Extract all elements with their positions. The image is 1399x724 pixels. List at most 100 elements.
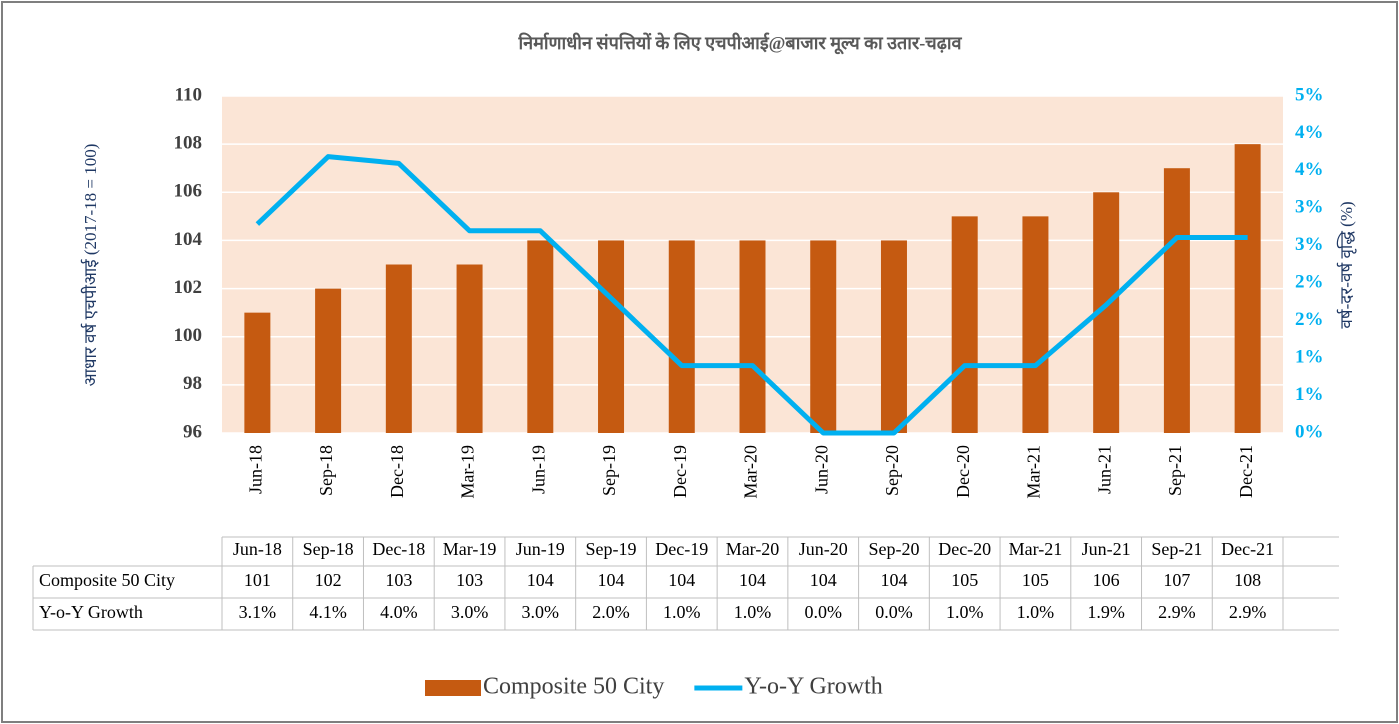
y-axis-title: आधार वर्ष एचपीआई (2017-18 = 100) [80,144,100,387]
table-header: Jun-19 [516,539,565,559]
bar [598,240,625,433]
bar [880,240,907,433]
table-cell: 105 [1022,570,1049,590]
y-tick-label: 96 [183,421,202,442]
table-header: Mar-20 [726,539,780,559]
table-header: Jun-21 [1082,539,1131,559]
table-row-label: Y-o-Y Growth [39,602,143,622]
x-tick-label: Mar-20 [741,445,761,499]
table-cell: 107 [1163,570,1190,590]
table-header: Dec-21 [1221,539,1274,559]
table-cell: 104 [739,570,766,590]
table-cell: 104 [880,570,907,590]
table-cell: 3.0% [522,602,560,622]
table-header: Jun-18 [233,539,282,559]
table-row-label: Composite 50 City [39,570,175,590]
y2-tick-label: 4% [1295,122,1324,143]
y2-tick-label: 2% [1295,272,1324,293]
y-tick-label: 100 [174,325,203,346]
y-tick-label: 102 [174,277,203,298]
bar [951,216,978,433]
table-cell: 2.9% [1158,602,1196,622]
table-cell: 0.0% [804,602,842,622]
x-tick-label: Jun-21 [1094,445,1114,494]
bar [1163,168,1190,433]
table-header: Dec-20 [938,539,991,559]
table-cell: 1.9% [1087,602,1125,622]
x-tick-label: Jun-18 [245,445,265,494]
x-tick-label: Mar-21 [1024,445,1044,499]
legend-swatch [425,680,481,696]
x-tick-label: Dec-21 [1236,445,1256,498]
bar [385,264,412,433]
bar [668,240,695,433]
x-tick-label: Sep-19 [599,445,619,496]
table-cell: 1.0% [1017,602,1055,622]
table-header: Sep-20 [868,539,919,559]
table-header: Mar-21 [1009,539,1063,559]
table-cell: 104 [668,570,695,590]
y2-tick-label: 1% [1295,384,1324,405]
table-header: Dec-18 [372,539,425,559]
table-cell: 4.0% [380,602,418,622]
legend-label: Composite 50 City [483,674,664,700]
bar [315,288,342,433]
y-tick-label: 98 [183,373,202,394]
bar [456,264,483,433]
bar [1022,216,1049,433]
table-cell: 104 [810,570,837,590]
table-header: Dec-19 [655,539,708,559]
bar [244,312,271,433]
table-cell: 104 [598,570,625,590]
y2-tick-label: 2% [1295,309,1324,330]
table-cell: 1.0% [946,602,984,622]
y-tick-label: 106 [174,181,203,202]
legend-label: Y-o-Y Growth [744,674,882,700]
table-header: Sep-21 [1151,539,1202,559]
x-tick-label: Jun-20 [811,445,831,494]
bar [810,240,837,433]
chart-title: निर्माणाधीन संपत्तियों के लिए एचपीआई@बाज… [517,32,962,55]
x-tick-label: Dec-18 [387,445,407,498]
x-tick-label: Sep-21 [1165,445,1185,496]
table-cell: 4.1% [309,602,347,622]
y2-tick-label: 5% [1295,84,1324,105]
table-cell: 3.1% [239,602,277,622]
bar [527,240,554,433]
x-tick-label: Mar-19 [458,445,478,499]
y2-tick-label: 3% [1295,197,1324,218]
table-cell: 0.0% [875,602,913,622]
table-cell: 2.9% [1229,602,1267,622]
table-header: Mar-19 [443,539,497,559]
table-cell: 103 [385,570,412,590]
table-header: Sep-18 [303,539,354,559]
table-cell: 108 [1234,570,1261,590]
y2-tick-label: 0% [1295,421,1324,442]
bar [1234,144,1261,433]
table-cell: 103 [456,570,483,590]
table-cell: 3.0% [451,602,489,622]
y-tick-label: 104 [174,229,203,250]
table-cell: 102 [315,570,342,590]
table-cell: 1.0% [734,602,772,622]
table-header: Sep-19 [586,539,637,559]
table-cell: 104 [527,570,554,590]
x-tick-label: Sep-18 [316,445,336,496]
y2-tick-label: 1% [1295,346,1324,367]
table-cell: 101 [244,570,271,590]
x-tick-label: Sep-20 [882,445,902,496]
x-tick-label: Jun-19 [528,445,548,494]
line [255,154,1248,436]
y2-tick-label: 4% [1295,159,1324,180]
y-tick-label: 110 [175,84,202,105]
table-header: Jun-20 [799,539,848,559]
table-cell: 1.0% [663,602,701,622]
x-tick-label: Dec-20 [953,445,973,498]
table-cell: 105 [951,570,978,590]
y2-axis-title: वर्ष-दर-वर्ष वृद्धि (%) [1336,201,1357,328]
x-tick-label: Dec-19 [670,445,690,498]
y-tick-label: 108 [174,133,203,154]
y2-tick-label: 3% [1295,234,1324,255]
bar [739,240,766,433]
